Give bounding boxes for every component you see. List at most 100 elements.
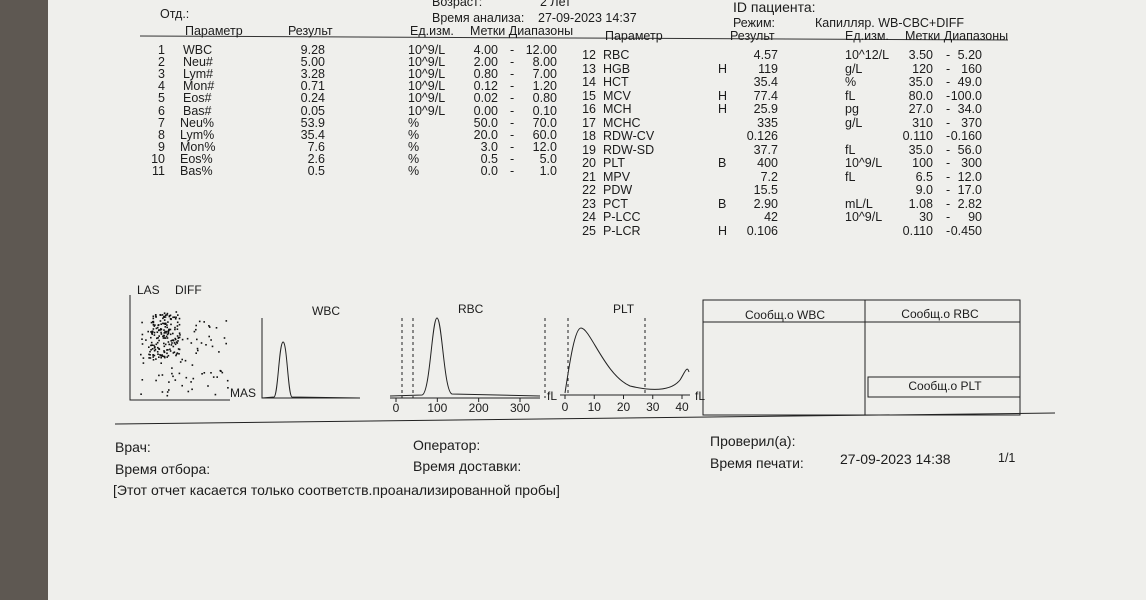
scatter-dot [174, 318, 177, 320]
result-value: 77.4 [753, 88, 778, 103]
scatter-dot [156, 331, 159, 333]
parameter-name: RDW-CV [603, 129, 655, 143]
plt-tick-label: 0 [562, 400, 569, 414]
scatter-dot [158, 335, 160, 337]
unit: fL [845, 142, 856, 157]
scatter-dot [191, 364, 194, 366]
scatter-dot [152, 317, 155, 320]
unit: 10^9/L [408, 91, 446, 106]
parameter-name: PLT [603, 156, 625, 170]
parameter-name: Bas# [183, 103, 212, 118]
scatter-dot [153, 349, 156, 352]
range-separator: - [946, 48, 951, 62]
dept-label: Отд.: [160, 7, 190, 21]
age-label: Возраст: [432, 0, 483, 9]
scatter-dot [147, 330, 149, 333]
delivery-label: Время доставки: [413, 458, 522, 474]
parameter-name: MCH [603, 102, 632, 116]
scatter-dot [159, 320, 162, 322]
parameter-name: P-LCR [603, 223, 641, 238]
operator-label: Оператор: [413, 437, 481, 453]
parameter-name: Eos% [180, 151, 213, 166]
unit: % [408, 127, 420, 142]
scatter-dot [186, 337, 189, 340]
scatter-dot [208, 335, 210, 338]
result-value: 0.5 [307, 164, 325, 178]
range-separator: - [946, 88, 951, 103]
row-number: 14 [582, 75, 596, 89]
result-value: 25.9 [753, 102, 778, 116]
range-high: 5.20 [957, 48, 982, 62]
result-value: 0.126 [746, 129, 778, 143]
scatter-dot [154, 324, 156, 326]
range-high: 1.0 [539, 164, 557, 178]
scatter-dot [172, 352, 175, 354]
scatter-dot [171, 372, 173, 375]
rbc-tick-label: 100 [427, 401, 447, 415]
scatter-dot [163, 334, 165, 337]
result-flag: B [718, 196, 727, 211]
scatter-dot [149, 350, 151, 353]
rbc-message-label: Сообщ.о RBC [901, 307, 979, 321]
result-flag: H [718, 88, 728, 103]
scatter-dot [155, 358, 157, 360]
result-value: 0.05 [300, 103, 325, 118]
range-high: 160 [961, 61, 982, 76]
plt-unit: fL [695, 389, 705, 403]
scatter-dot [215, 327, 218, 329]
scatter-dot [176, 335, 179, 337]
scatter-dot [153, 325, 156, 327]
scatter-dot [162, 337, 165, 339]
scatter-dot [162, 317, 164, 320]
unit: pg [845, 102, 859, 116]
scatter-dot [153, 331, 156, 334]
unit: % [845, 75, 857, 89]
result-value: 7.6 [307, 139, 325, 154]
column-header: Параметр [605, 29, 663, 43]
scatter-dot [170, 340, 172, 342]
scatter-dot [171, 367, 173, 369]
scatter-dot [174, 328, 176, 331]
result-value: 119 [758, 61, 778, 76]
range-high: 12.0 [957, 169, 982, 184]
scatter-dot [201, 373, 203, 375]
scatter-dot [152, 354, 154, 356]
parameter-name: P-LCC [603, 210, 641, 224]
range-high: 0.80 [532, 91, 557, 106]
unit: 10^9/L [845, 156, 883, 170]
scatter-dot [163, 312, 166, 314]
column-header: Результ [288, 24, 333, 38]
range-low: 9.0 [915, 183, 933, 197]
rbc-tick-label: 200 [469, 401, 489, 415]
scatter-dot [179, 334, 181, 336]
range-separator: - [946, 115, 951, 130]
scatter-dot [168, 315, 171, 318]
scatter-dot [172, 375, 174, 378]
range-high: 7.00 [532, 67, 557, 82]
scatter-dot [175, 353, 178, 355]
scatter-dot [177, 340, 179, 342]
range-low: 2.00 [473, 55, 498, 70]
scatter-dot [192, 377, 195, 380]
range-high: 0.450 [950, 223, 982, 238]
row-number: 25 [582, 223, 596, 238]
scatter-dot [178, 317, 181, 320]
scatter-dot [181, 338, 184, 341]
result-value: 0.24 [300, 91, 325, 106]
result-value: 9.28 [300, 43, 325, 57]
scatter-dot [162, 322, 164, 325]
row-number: 9 [158, 139, 165, 154]
scatter-dot [157, 353, 159, 355]
scatter-dot [164, 330, 166, 333]
scatter-dot [178, 323, 181, 326]
row-number: 7 [158, 115, 165, 130]
wbc-message-label: Сообщ.о WBC [745, 308, 825, 322]
row-number: 2 [158, 55, 165, 70]
scatter-dot [158, 347, 160, 350]
parameter-name: HGB [603, 61, 631, 76]
scatter-dot [172, 332, 174, 335]
range-high: 12.00 [525, 43, 557, 57]
rbc-title: RBC [458, 302, 484, 316]
range-low: 1.08 [908, 196, 933, 211]
